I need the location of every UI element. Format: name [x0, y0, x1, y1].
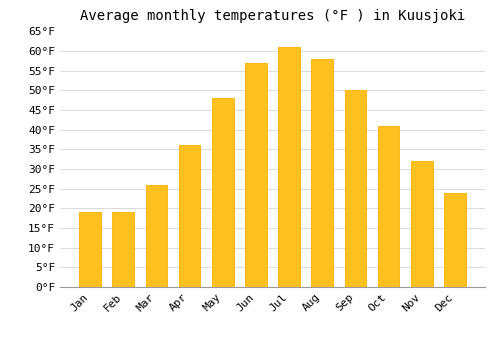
Bar [411, 161, 432, 287]
Bar [344, 90, 366, 287]
Bar [146, 185, 167, 287]
Bar [278, 47, 300, 287]
Bar [80, 212, 101, 287]
Bar [112, 212, 134, 287]
Bar [378, 126, 400, 287]
Bar [245, 63, 266, 287]
Bar [212, 98, 234, 287]
Bar [179, 146, 201, 287]
Bar [444, 193, 466, 287]
Bar [312, 59, 333, 287]
Title: Average monthly temperatures (°F ) in Kuusjoki: Average monthly temperatures (°F ) in Ku… [80, 9, 465, 23]
